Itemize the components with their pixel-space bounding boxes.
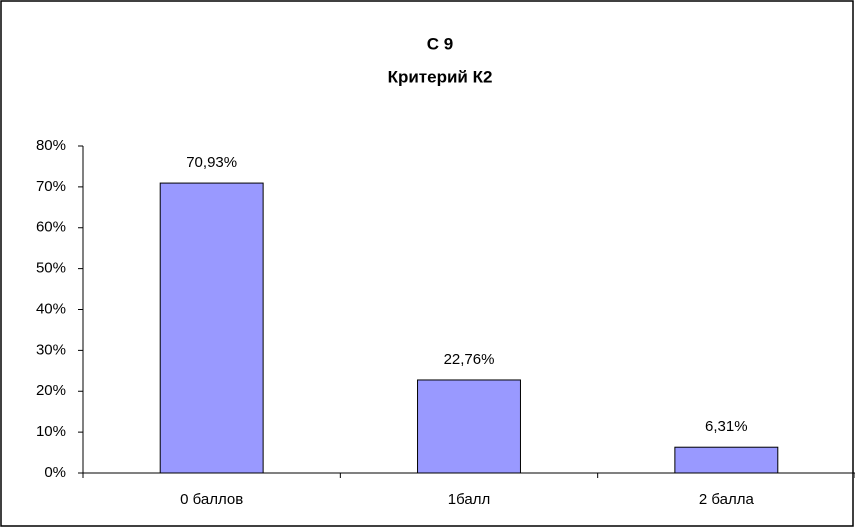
y-tick-label: 80%: [36, 137, 66, 154]
y-tick-label: 60%: [36, 219, 66, 236]
chart-title: С 9: [427, 34, 453, 53]
y-tick-label: 0%: [44, 464, 66, 481]
x-tick-label: 0 баллов: [180, 491, 243, 508]
bar: [674, 446, 779, 474]
y-tick-label: 20%: [36, 382, 66, 399]
bar: [159, 182, 264, 474]
data-label: 6,31%: [705, 418, 748, 435]
chart-subtitle: Критерий К2: [388, 67, 493, 86]
y-tick-label: 30%: [36, 341, 66, 358]
x-tick-label: 2 балла: [699, 491, 755, 508]
y-tick-label: 40%: [36, 300, 66, 317]
bar: [417, 379, 521, 474]
data-label: 22,76%: [444, 351, 495, 368]
y-tick-label: 50%: [36, 260, 66, 277]
data-label: 70,93%: [186, 154, 237, 171]
y-tick-label: 10%: [36, 423, 66, 440]
y-tick-label: 70%: [36, 178, 66, 195]
x-tick-label: 1балл: [448, 491, 490, 508]
